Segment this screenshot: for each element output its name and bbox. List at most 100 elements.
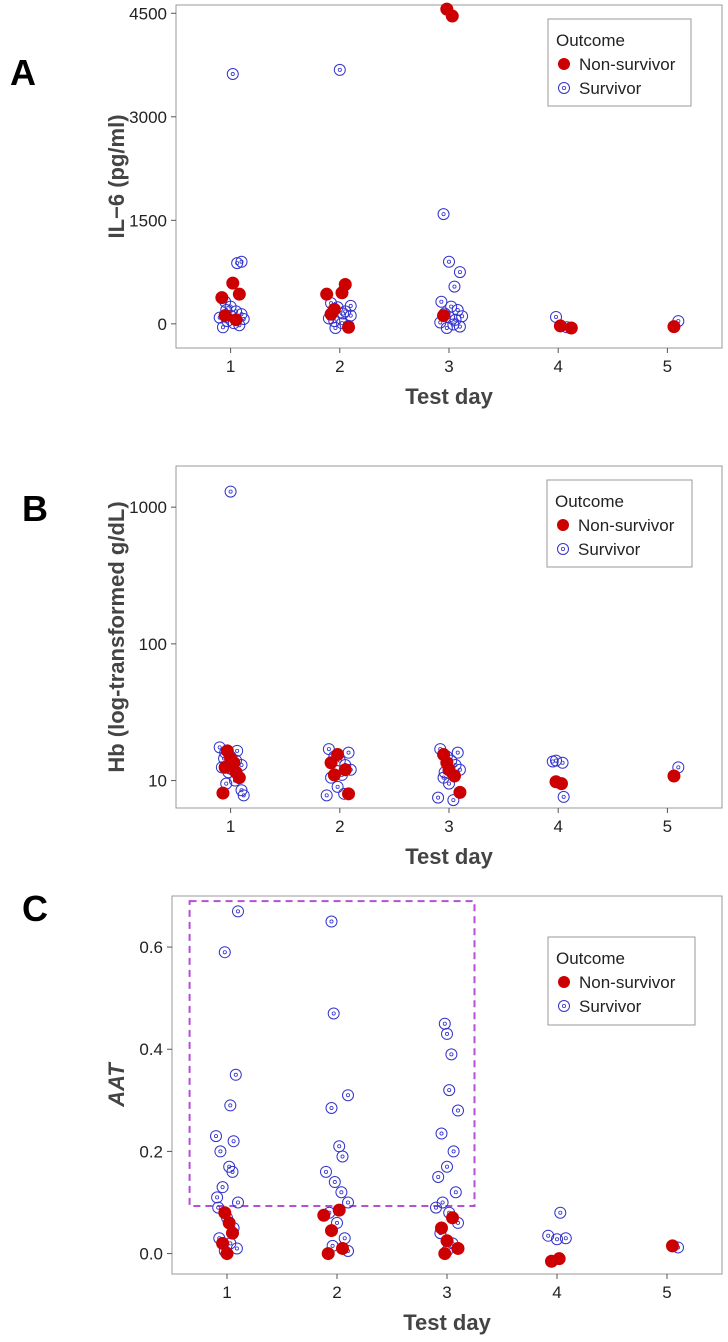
non-survivor-point (220, 1247, 234, 1261)
survivor-point-center (234, 1246, 239, 1251)
survivor-point-center (239, 312, 244, 317)
survivor-point-center (444, 325, 449, 330)
survivor-point-center (213, 1134, 218, 1139)
non-survivor-point (554, 777, 568, 791)
legend: Outcome Non-survivor Survivor (546, 479, 693, 568)
survivor-point-center (233, 1072, 238, 1077)
survivor-point-center (460, 314, 465, 319)
survivor-point-center (345, 1200, 350, 1205)
y-tick-label: 0.4 (139, 1040, 163, 1059)
survivor-point-center (452, 284, 457, 289)
survivor-point-center (335, 784, 340, 789)
non-survivor-point (224, 752, 238, 766)
survivor-point (445, 1048, 458, 1061)
survivor-point (224, 485, 237, 498)
survivor-point (235, 255, 248, 268)
survivor-point-center (346, 750, 351, 755)
survivor-point (554, 1206, 567, 1219)
survivor-point-center (345, 1093, 350, 1098)
survivor-point-center (439, 299, 444, 304)
non-survivor-point (324, 307, 338, 321)
survivor-point-center (228, 489, 233, 494)
x-tick-label: 4 (553, 357, 562, 376)
non-survivor-point (446, 1211, 459, 1225)
survivor-point-center (348, 313, 353, 318)
y-tick-label: 0.2 (139, 1142, 163, 1161)
non-survivor-point (338, 278, 352, 292)
survivor-point (342, 1196, 354, 1209)
y-tick-label: 1000 (129, 498, 167, 517)
survivor-point-center (449, 1052, 454, 1057)
x-tick-label: 3 (444, 357, 453, 376)
survivor-point-center (342, 1236, 347, 1241)
survivor-point-center (339, 1190, 344, 1195)
highlight-box (188, 900, 476, 1208)
survivor-point-center (447, 1088, 452, 1093)
non-survivor-point (564, 321, 578, 335)
survivor-point-center (561, 794, 566, 799)
non-survivor-point (215, 291, 229, 305)
survivor-point-center (235, 748, 240, 753)
y-tick-label: 0 (158, 315, 167, 334)
survivor-point (338, 1232, 351, 1245)
survivor-point-center (558, 1210, 563, 1215)
panel-letter-b: B (22, 488, 48, 529)
survivor-point-center (332, 1180, 337, 1185)
non-survivor-point (331, 748, 345, 762)
legend-survivor-label: Survivor (578, 540, 641, 559)
survivor-point-center (436, 1174, 441, 1179)
survivor-point (232, 905, 244, 918)
survivor-point-center (457, 324, 462, 329)
survivor-point-center (329, 1105, 334, 1110)
survivor-point-center (333, 325, 338, 330)
survivor-point-center (554, 314, 559, 319)
survivor-point-center (563, 1236, 568, 1241)
survivor-point-center (224, 781, 229, 786)
non-survivor-point (327, 768, 341, 782)
survivor-point (441, 1027, 453, 1040)
survivor-point-center (439, 1131, 444, 1136)
survivor-point-center (550, 759, 555, 764)
non-survivor-point (229, 765, 243, 779)
survivor-point-center (222, 950, 227, 955)
survivor-point (451, 746, 464, 759)
survivor-point-center (446, 259, 451, 264)
survivor-point (342, 746, 355, 759)
survivor-point (320, 1165, 332, 1178)
survivor-point (224, 1099, 237, 1112)
survivor-point-center (446, 781, 451, 786)
survivor-point-center (324, 793, 329, 798)
survivor-point-center (241, 793, 246, 798)
survivor-point-center (235, 1200, 240, 1205)
survivor-point (342, 1089, 354, 1102)
non-survivor-point (336, 1241, 349, 1255)
survivor-point-center (457, 270, 462, 275)
y-axis-title: AAT (104, 1062, 129, 1108)
survivor-point (452, 1104, 464, 1117)
survivor-point-center (334, 1220, 339, 1225)
survivor-point (331, 780, 344, 793)
non-survivor-point (440, 756, 454, 770)
legend-non-survivor-label: Non-survivor (579, 55, 676, 74)
survivor-point-center (449, 304, 454, 309)
legend-non-survivor-marker (557, 519, 569, 531)
survivor-point-center (331, 1011, 336, 1016)
survivor-point (229, 1068, 242, 1081)
survivor-point (226, 68, 239, 81)
y-tick-label: 10 (148, 772, 167, 791)
survivor-point-center (235, 909, 240, 914)
non-survivor-point (325, 1224, 338, 1238)
legend-survivor-marker-center (561, 547, 566, 552)
survivor-point-center (215, 1195, 220, 1200)
non-survivor-point (226, 1226, 239, 1240)
legend-non-survivor-marker (558, 976, 570, 988)
survivor-point (235, 784, 248, 797)
survivor-point-center (444, 1031, 449, 1036)
legend-title: Outcome (556, 31, 625, 50)
survivor-point-center (442, 1021, 447, 1026)
survivor-point (432, 791, 445, 804)
survivor-point (453, 266, 466, 279)
legend-box (547, 18, 692, 107)
survivor-point-center (231, 1139, 236, 1144)
survivor-point (237, 789, 250, 802)
